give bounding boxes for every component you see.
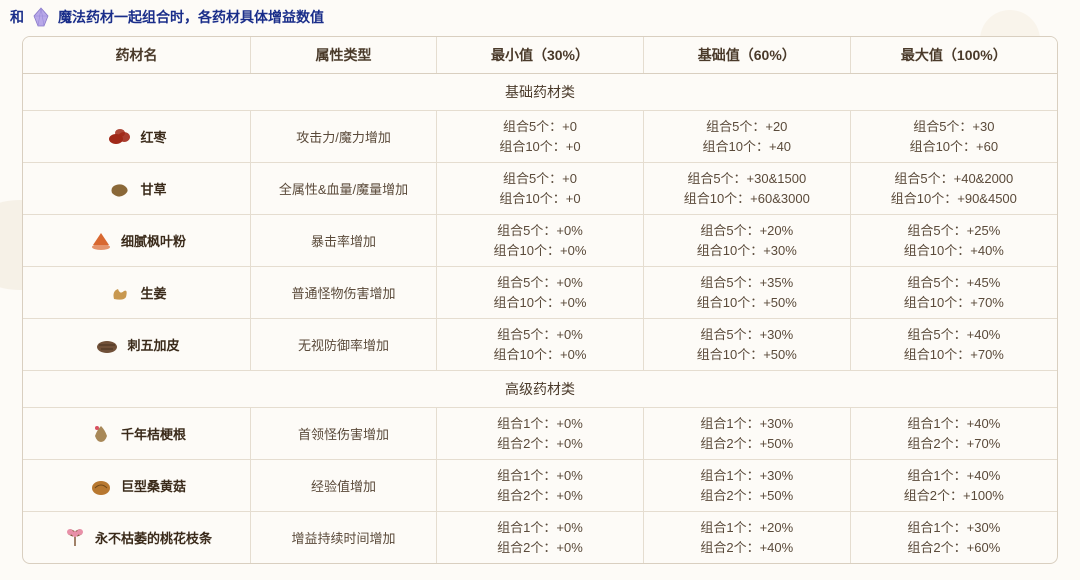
cell-min: 组合5个：+0组合10个：+0 [437, 111, 644, 163]
table-row: 千年桔梗根 首领怪伤害增加组合1个：+0%组合2个：+0%组合1个：+30%组合2… [23, 408, 1057, 460]
cell-attr: 无视防御率增加 [250, 319, 436, 371]
herb-icon [61, 526, 89, 550]
col-header-name: 药材名 [23, 37, 250, 74]
cell-attr: 经验值增加 [250, 460, 436, 512]
herb-name: 生姜 [140, 283, 166, 302]
cell-min: 组合1个：+0%组合2个：+0% [437, 512, 644, 564]
herb-icon [87, 422, 115, 446]
cell-attr: 暴击率增加 [250, 215, 436, 267]
col-header-attr: 属性类型 [250, 37, 436, 74]
herb-name: 千年桔梗根 [121, 424, 186, 443]
cell-base: 组合5个：+30&1500组合10个：+60&3000 [643, 163, 850, 215]
herb-icon [87, 229, 115, 253]
herb-name: 细腻枫叶粉 [121, 231, 186, 250]
cell-base: 组合1个：+30%组合2个：+50% [643, 408, 850, 460]
buff-table-container: 药材名 属性类型 最小值（30%） 基础值（60%） 最大值（100%） 基础药… [22, 36, 1058, 564]
cell-base: 组合5个：+30%组合10个：+50% [643, 319, 850, 371]
cell-name: 甘草 [23, 163, 250, 215]
cell-max: 组合5个：+40%组合10个：+70% [850, 319, 1057, 371]
cell-name: 巨型桑黄菇 [23, 460, 250, 512]
cell-name: 生姜 [23, 267, 250, 319]
header-title: 魔法药材一起组合时，各药材具体增益数值 [58, 7, 324, 27]
section-header: 基础药材类 [23, 74, 1057, 111]
crystal-icon [28, 6, 54, 28]
cell-name: 细腻枫叶粉 [23, 215, 250, 267]
herb-icon [93, 333, 121, 357]
buff-table: 药材名 属性类型 最小值（30%） 基础值（60%） 最大值（100%） 基础药… [23, 37, 1057, 563]
cell-attr: 攻击力/魔力增加 [250, 111, 436, 163]
herb-icon [106, 281, 134, 305]
table-row: 生姜 普通怪物伤害增加组合5个：+0%组合10个：+0%组合5个：+35%组合10… [23, 267, 1057, 319]
cell-base: 组合1个：+30%组合2个：+50% [643, 460, 850, 512]
cell-max: 组合1个：+30%组合2个：+60% [850, 512, 1057, 564]
cell-name: 永不枯萎的桃花枝条 [23, 512, 250, 564]
table-row: 永不枯萎的桃花枝条 增益持续时间增加组合1个：+0%组合2个：+0%组合1个：+2… [23, 512, 1057, 564]
section-title: 高级药材类 [23, 371, 1057, 408]
section-header: 高级药材类 [23, 371, 1057, 408]
table-row: 刺五加皮 无视防御率增加组合5个：+0%组合10个：+0%组合5个：+30%组合1… [23, 319, 1057, 371]
cell-max: 组合5个：+30组合10个：+60 [850, 111, 1057, 163]
herb-name: 甘草 [140, 179, 166, 198]
cell-max: 组合5个：+45%组合10个：+70% [850, 267, 1057, 319]
cell-base: 组合5个：+20%组合10个：+30% [643, 215, 850, 267]
herb-name: 巨型桑黄菇 [121, 476, 186, 495]
cell-base: 组合1个：+20%组合2个：+40% [643, 512, 850, 564]
cell-base: 组合5个：+20组合10个：+40 [643, 111, 850, 163]
cell-attr: 普通怪物伤害增加 [250, 267, 436, 319]
table-row: 巨型桑黄菇 经验值增加组合1个：+0%组合2个：+0%组合1个：+30%组合2个：… [23, 460, 1057, 512]
cell-name: 千年桔梗根 [23, 408, 250, 460]
table-header-row: 药材名 属性类型 最小值（30%） 基础值（60%） 最大值（100%） [23, 37, 1057, 74]
cell-min: 组合5个：+0%组合10个：+0% [437, 319, 644, 371]
cell-base: 组合5个：+35%组合10个：+50% [643, 267, 850, 319]
cell-max: 组合1个：+40%组合2个：+100% [850, 460, 1057, 512]
cell-max: 组合1个：+40%组合2个：+70% [850, 408, 1057, 460]
table-row: 甘草 全属性&血量/魔量增加组合5个：+0组合10个：+0组合5个：+30&150… [23, 163, 1057, 215]
cell-name: 红枣 [23, 111, 250, 163]
section-title: 基础药材类 [23, 74, 1057, 111]
cell-attr: 全属性&血量/魔量增加 [250, 163, 436, 215]
herb-name: 永不枯萎的桃花枝条 [95, 528, 212, 547]
cell-min: 组合5个：+0组合10个：+0 [437, 163, 644, 215]
cell-min: 组合5个：+0%组合10个：+0% [437, 215, 644, 267]
cell-min: 组合5个：+0%组合10个：+0% [437, 267, 644, 319]
col-header-min: 最小值（30%） [437, 37, 644, 74]
herb-icon [106, 125, 134, 149]
header-prefix: 和 [10, 7, 24, 27]
cell-attr: 首领怪伤害增加 [250, 408, 436, 460]
cell-name: 刺五加皮 [23, 319, 250, 371]
cell-min: 组合1个：+0%组合2个：+0% [437, 460, 644, 512]
cell-max: 组合5个：+40&2000组合10个：+90&4500 [850, 163, 1057, 215]
herb-icon [87, 474, 115, 498]
table-row: 细腻枫叶粉 暴击率增加组合5个：+0%组合10个：+0%组合5个：+20%组合10… [23, 215, 1057, 267]
col-header-base: 基础值（60%） [643, 37, 850, 74]
herb-name: 刺五加皮 [127, 335, 179, 354]
page-header: 和 魔法药材一起组合时，各药材具体增益数值 [0, 0, 1080, 36]
table-row: 红枣 攻击力/魔力增加组合5个：+0组合10个：+0组合5个：+20组合10个：+… [23, 111, 1057, 163]
cell-min: 组合1个：+0%组合2个：+0% [437, 408, 644, 460]
cell-max: 组合5个：+25%组合10个：+40% [850, 215, 1057, 267]
herb-name: 红枣 [140, 127, 166, 146]
herb-icon [106, 177, 134, 201]
cell-attr: 增益持续时间增加 [250, 512, 436, 564]
col-header-max: 最大值（100%） [850, 37, 1057, 74]
